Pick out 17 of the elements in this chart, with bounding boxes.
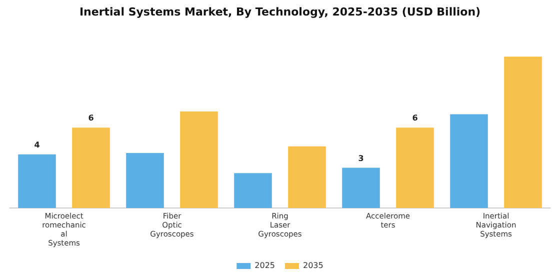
- bar: [504, 56, 542, 208]
- data-label: 6: [88, 114, 94, 123]
- bar: [342, 168, 380, 208]
- bar: [72, 128, 110, 208]
- bar: [180, 112, 218, 208]
- legend-label: 2025: [254, 261, 275, 270]
- data-label: 4: [34, 140, 40, 150]
- bar: [234, 173, 272, 208]
- data-label: 3: [358, 154, 364, 163]
- bar: [288, 146, 326, 208]
- legend-label: 2035: [303, 261, 324, 270]
- bar: [396, 128, 434, 208]
- bar: [126, 153, 164, 208]
- bar: [18, 154, 56, 208]
- data-label: 6: [412, 114, 418, 123]
- chart-title: Inertial Systems Market, By Technology, 2025-2035 (USD Billion): [79, 5, 481, 18]
- bar: [450, 114, 488, 208]
